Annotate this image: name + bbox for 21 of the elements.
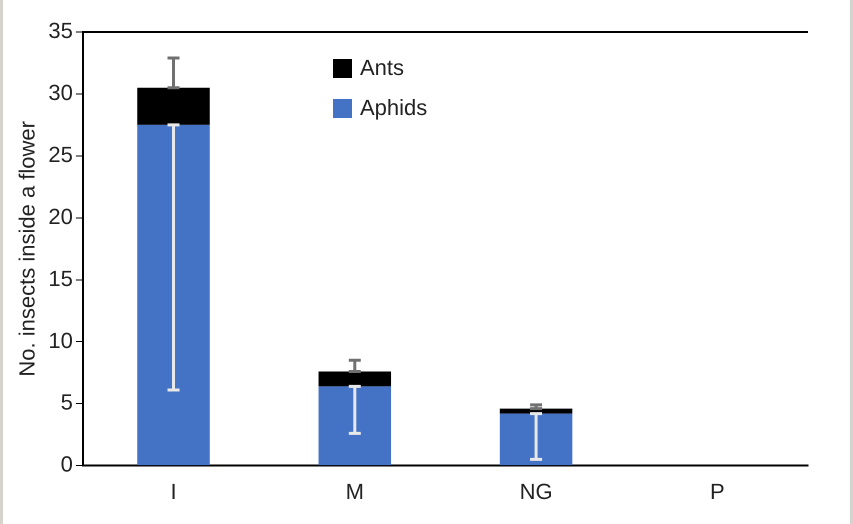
bar xyxy=(500,408,572,414)
x-tick-label: NG xyxy=(520,478,553,504)
legend-label: Ants xyxy=(360,55,404,81)
y-tick-label: 25 xyxy=(48,142,73,167)
y-tick-label: 0 xyxy=(60,452,73,477)
legend-label: Aphids xyxy=(360,95,428,121)
bar xyxy=(500,414,572,466)
x-tick-label: P xyxy=(710,478,725,504)
bar xyxy=(137,124,210,466)
bar xyxy=(318,371,392,386)
x-tick-label: I xyxy=(170,478,177,504)
x-tick-label: M xyxy=(346,478,364,504)
y-tick-label: 5 xyxy=(60,390,73,415)
bar xyxy=(137,88,210,125)
y-tick-label: 20 xyxy=(48,204,73,229)
y-tick-label: 15 xyxy=(48,266,73,291)
y-tick-label: 35 xyxy=(48,18,73,44)
y-tick-label: 10 xyxy=(48,328,73,353)
y-axis-title: No. insects inside a flower xyxy=(14,121,40,377)
y-tick-label: 30 xyxy=(48,80,73,106)
bar xyxy=(318,386,392,466)
